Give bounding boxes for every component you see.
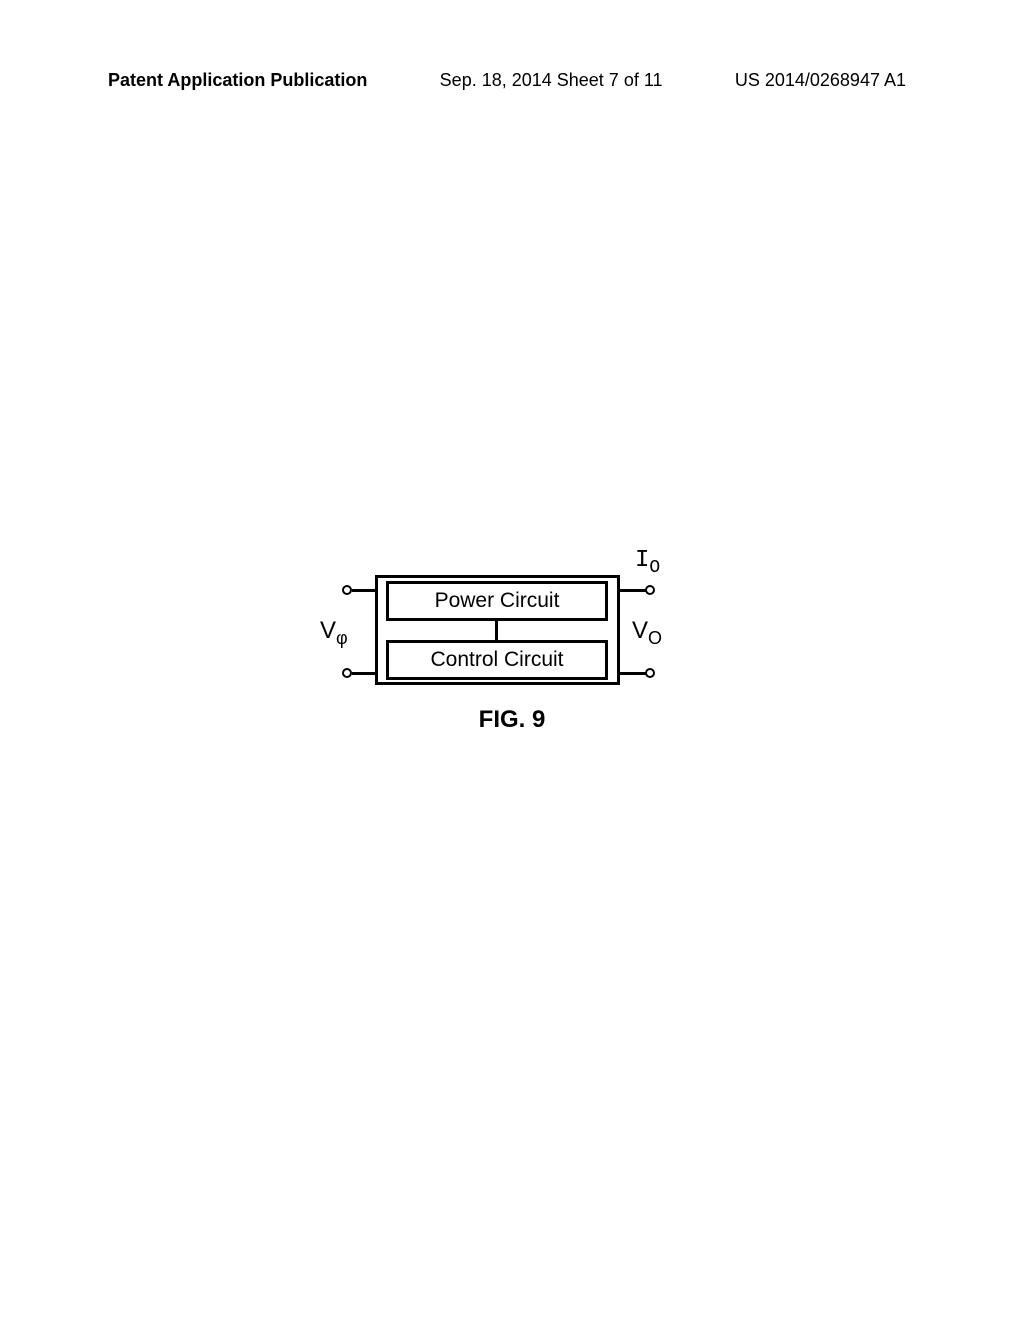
internal-connector [495,619,498,643]
output-current-label: IO [635,547,660,578]
power-circuit-label: Power Circuit [435,589,560,613]
header-publication: Patent Application Publication [108,70,367,91]
control-circuit-box: Control Circuit [386,640,608,680]
header-patent-number: US 2014/0268947 A1 [735,70,906,91]
control-circuit-label: Control Circuit [430,648,563,672]
input-voltage-label: Vφ [320,617,348,649]
output-voltage-label: VO [632,617,662,649]
power-circuit-box: Power Circuit [386,581,608,621]
input-terminal-top [342,585,352,595]
vphi-sub: φ [336,628,348,648]
vo-sub: O [648,628,662,648]
vphi-main: V [320,617,336,644]
output-wire-bottom [618,672,646,675]
output-terminal-top [645,585,655,595]
vo-main: V [632,617,648,644]
page-header: Patent Application Publication Sep. 18, … [0,70,1024,91]
figure-caption: FIG. 9 [0,706,1024,734]
input-wire-bottom [352,672,378,675]
output-wire-top [618,589,646,592]
header-date-sheet: Sep. 18, 2014 Sheet 7 of 11 [440,70,663,91]
io-main: I [635,547,649,574]
io-sub: O [649,558,660,578]
input-wire-top [352,589,378,592]
output-terminal-bottom [645,668,655,678]
input-terminal-bottom [342,668,352,678]
